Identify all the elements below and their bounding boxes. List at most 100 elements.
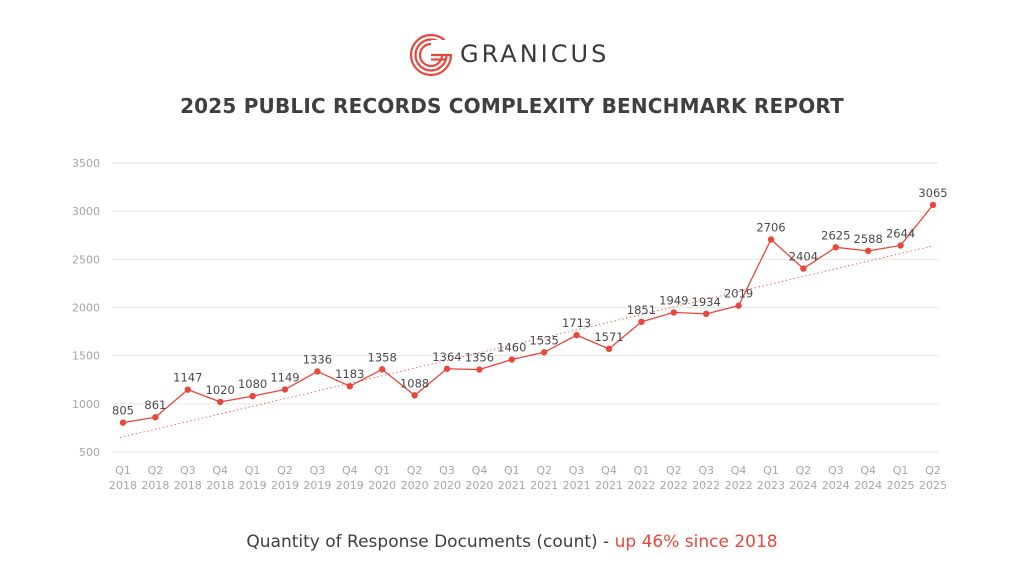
x-tick-label: Q2 bbox=[925, 464, 941, 477]
x-tick-label: 2018 bbox=[174, 479, 202, 492]
x-tick-label: 2025 bbox=[887, 479, 915, 492]
x-tick-label: Q2 bbox=[666, 464, 682, 477]
data-point bbox=[314, 368, 321, 375]
data-point bbox=[670, 309, 677, 316]
x-tick-label: Q1 bbox=[504, 464, 520, 477]
data-point bbox=[573, 331, 580, 339]
x-tick-label: 2021 bbox=[498, 479, 526, 492]
y-tick-label: 500 bbox=[79, 446, 100, 459]
data-point bbox=[897, 242, 904, 249]
data-label: 1571 bbox=[594, 330, 623, 344]
x-tick-label: 2022 bbox=[627, 479, 655, 492]
data-point bbox=[346, 383, 353, 390]
x-tick-label: Q3 bbox=[698, 464, 714, 477]
data-point bbox=[703, 310, 710, 318]
report-title: 2025 PUBLIC RECORDS COMPLEXITY BENCHMARK… bbox=[180, 94, 844, 118]
data-label: 2404 bbox=[789, 250, 818, 264]
x-tick-label: 2021 bbox=[563, 479, 591, 492]
data-label: 2019 bbox=[724, 287, 753, 301]
x-tick-label: Q1 bbox=[374, 464, 390, 477]
x-tick-label: Q1 bbox=[634, 464, 650, 477]
chart-caption: Quantity of Response Documents (count) -… bbox=[0, 532, 1024, 552]
x-tick-label: Q2 bbox=[148, 464, 164, 477]
data-label: 1356 bbox=[465, 351, 494, 365]
data-point bbox=[929, 201, 937, 209]
x-tick-label: 2022 bbox=[692, 479, 720, 492]
y-tick-label: 1500 bbox=[72, 350, 100, 363]
y-tick-label: 3500 bbox=[72, 157, 100, 170]
brand-name: GRANICUS bbox=[460, 40, 610, 68]
x-tick-label: 2018 bbox=[141, 479, 169, 492]
data-point bbox=[281, 386, 289, 393]
x-tick-label: 2020 bbox=[433, 479, 461, 492]
data-point bbox=[217, 398, 224, 406]
data-point bbox=[832, 244, 839, 251]
x-tick-label: 2024 bbox=[822, 479, 850, 492]
data-point bbox=[508, 356, 515, 363]
data-point bbox=[638, 318, 645, 326]
x-tick-label: Q3 bbox=[569, 464, 585, 477]
data-label: 1147 bbox=[173, 371, 202, 385]
x-tick-label: Q2 bbox=[277, 464, 293, 477]
data-point bbox=[541, 349, 548, 356]
data-label: 1358 bbox=[368, 350, 397, 364]
data-label: 1949 bbox=[659, 293, 688, 307]
data-point bbox=[605, 345, 613, 353]
data-label: 1020 bbox=[206, 383, 235, 397]
data-point bbox=[249, 392, 256, 400]
x-tick-label: Q4 bbox=[212, 464, 228, 477]
x-tick-label: Q1 bbox=[893, 464, 909, 477]
x-tick-label: 2020 bbox=[401, 479, 429, 492]
data-label: 1149 bbox=[270, 370, 299, 384]
x-tick-label: Q3 bbox=[828, 464, 844, 477]
data-point bbox=[865, 247, 872, 255]
data-label: 2625 bbox=[821, 228, 850, 242]
x-tick-label: 2022 bbox=[660, 479, 688, 492]
x-tick-label: 2019 bbox=[336, 479, 364, 492]
data-point bbox=[476, 366, 483, 373]
y-tick-label: 2000 bbox=[72, 302, 100, 315]
data-label: 2644 bbox=[886, 226, 915, 240]
x-tick-label: 2018 bbox=[206, 479, 234, 492]
x-tick-label: 2023 bbox=[757, 479, 785, 492]
x-tick-label: Q4 bbox=[601, 464, 617, 477]
x-tick-label: Q2 bbox=[536, 464, 552, 477]
data-point bbox=[767, 236, 775, 243]
x-tick-label: 2024 bbox=[854, 479, 882, 492]
data-label: 1713 bbox=[562, 316, 591, 330]
data-label: 1336 bbox=[303, 352, 332, 366]
data-label: 1364 bbox=[432, 350, 461, 364]
data-label: 1080 bbox=[238, 377, 267, 391]
data-label: 1183 bbox=[335, 367, 364, 381]
data-label: 2588 bbox=[854, 232, 883, 246]
data-label: 1088 bbox=[400, 376, 429, 390]
data-label: 1934 bbox=[692, 295, 721, 309]
x-tick-label: 2020 bbox=[368, 479, 396, 492]
y-tick-label: 3000 bbox=[72, 205, 100, 218]
line-chart: 500 1000 1500 2000 2500 3000 3500 Q1 2018 Q2 2018 Q… bbox=[72, 157, 948, 492]
data-point bbox=[152, 414, 159, 421]
x-tick-label: 2019 bbox=[239, 479, 267, 492]
data-label: 1460 bbox=[497, 341, 526, 355]
caption-highlight: up 46% since 2018 bbox=[614, 532, 778, 552]
data-label: 3065 bbox=[918, 186, 947, 200]
data-point bbox=[735, 302, 742, 309]
data-point bbox=[800, 265, 807, 272]
y-tick-label: 1000 bbox=[72, 398, 100, 411]
x-tick-label: Q1 bbox=[115, 464, 131, 477]
data-point bbox=[411, 392, 418, 399]
x-tick-label: 2021 bbox=[530, 479, 558, 492]
data-point bbox=[379, 366, 386, 373]
x-tick-label: 2018 bbox=[109, 479, 137, 492]
trendline bbox=[119, 245, 934, 439]
x-tick-label: 2022 bbox=[725, 479, 753, 492]
x-tick-label: Q4 bbox=[472, 464, 488, 477]
x-tick-label: Q4 bbox=[731, 464, 747, 477]
x-tick-label: Q4 bbox=[342, 464, 358, 477]
x-tick-label: 2025 bbox=[919, 479, 947, 492]
data-label: 2706 bbox=[756, 220, 785, 234]
data-point bbox=[119, 419, 127, 426]
data-label: 1851 bbox=[627, 303, 656, 317]
x-tick-label: Q4 bbox=[860, 464, 876, 477]
x-tick-label: Q3 bbox=[439, 464, 455, 477]
